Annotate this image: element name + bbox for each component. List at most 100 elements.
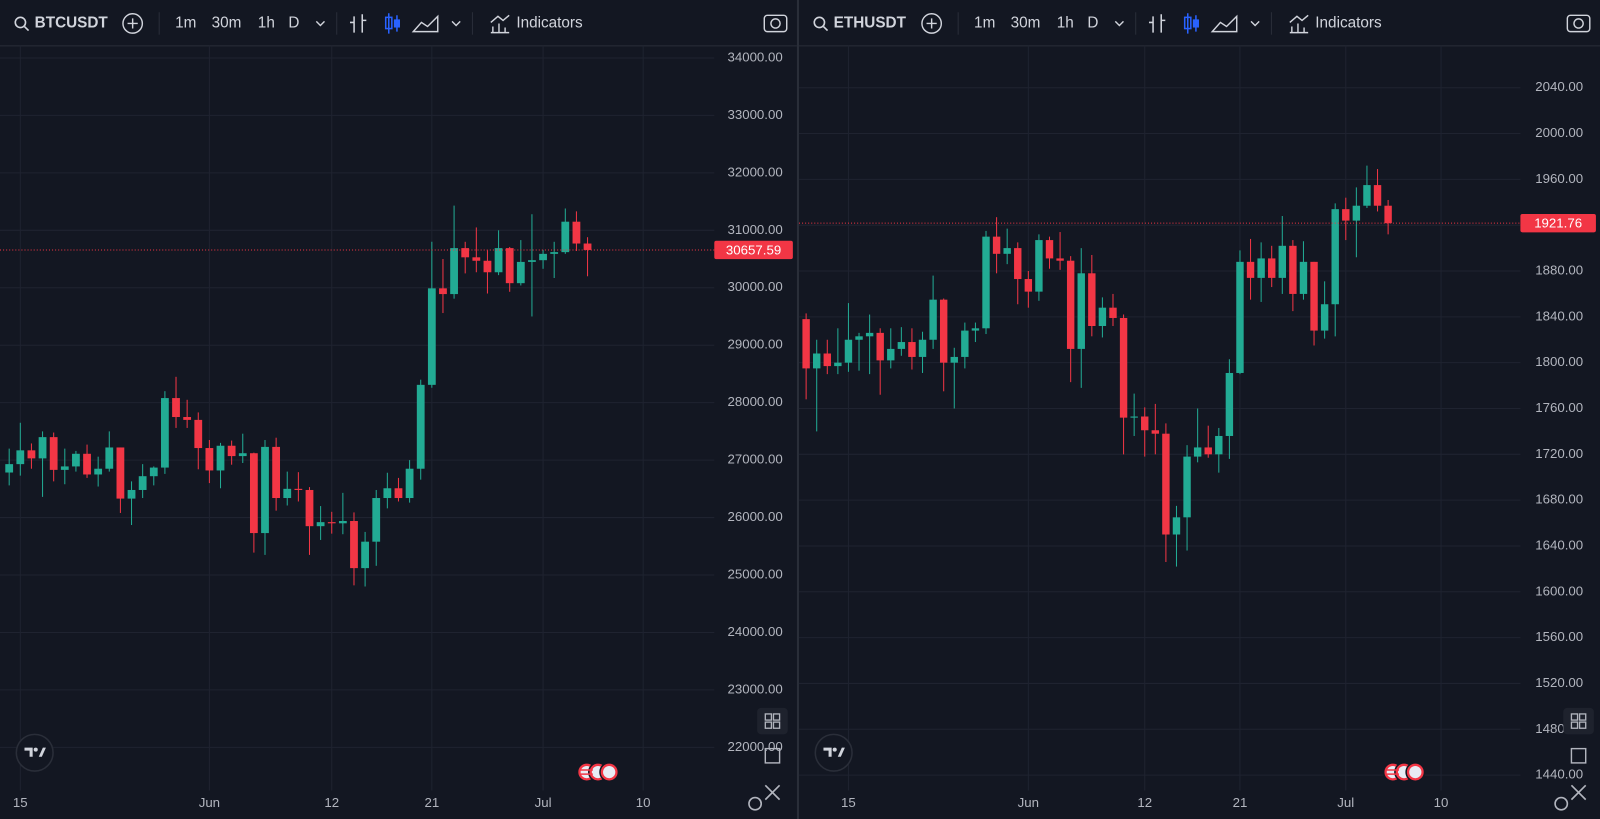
candle-body <box>1215 435 1223 455</box>
layout-icon <box>764 721 773 729</box>
candle-body <box>583 243 592 250</box>
candle-body <box>971 328 980 331</box>
search-icon <box>822 25 829 32</box>
candle-body <box>483 260 492 273</box>
y-tick-label: 1960.00 <box>1535 171 1583 186</box>
style-dropdown[interactable] <box>1250 20 1260 27</box>
candle-body <box>1162 433 1170 535</box>
symbol-name[interactable]: BTCUSDT <box>35 15 109 32</box>
close-button[interactable] <box>764 784 781 801</box>
candle-body <box>1268 258 1276 278</box>
symbol-name[interactable]: ETHUSDT <box>834 15 907 32</box>
y-tick-label: 26000.00 <box>727 509 782 524</box>
indicators-icon <box>490 14 510 34</box>
bar-style-icon[interactable] <box>1148 14 1166 33</box>
y-tick-label: 1640.00 <box>1535 537 1583 552</box>
candle-body <box>249 453 258 534</box>
candle-body <box>227 445 236 457</box>
candle-body <box>383 488 392 499</box>
candle-body <box>528 260 536 262</box>
area-style-icon[interactable] <box>411 14 439 33</box>
y-tick-label: 1880.00 <box>1535 263 1583 278</box>
last-price-label: 30657.59 <box>726 243 781 258</box>
interval-button[interactable]: D <box>288 15 299 32</box>
layout-button[interactable] <box>1563 707 1594 735</box>
candle-body <box>918 339 927 357</box>
candle-body <box>327 522 336 524</box>
interval-button[interactable]: 1h <box>1057 15 1074 32</box>
copy-button[interactable] <box>1570 747 1587 764</box>
close-button[interactable] <box>1570 784 1587 801</box>
y-tick-label: 1600.00 <box>1535 583 1583 598</box>
interval-dropdown[interactable] <box>1114 20 1124 27</box>
logo-dot <box>33 747 38 752</box>
layout-icon <box>1570 713 1579 721</box>
settings-button[interactable] <box>1554 796 1569 811</box>
candle-body <box>1014 248 1022 280</box>
x-tick-label: 10 <box>1434 795 1449 810</box>
interval-dropdown[interactable] <box>315 20 325 27</box>
interval-button[interactable]: 30m <box>212 15 242 32</box>
interval-button[interactable]: 1m <box>175 15 196 32</box>
logo <box>15 733 54 772</box>
candle-body <box>60 466 69 470</box>
event-flag-stripes <box>1386 769 1399 775</box>
copy-button[interactable] <box>764 747 781 764</box>
candle-body <box>865 332 874 337</box>
logo-mark <box>24 747 46 757</box>
x-tick-label: 15 <box>841 795 856 810</box>
interval-button[interactable]: 1m <box>974 15 995 32</box>
candle-body <box>405 468 414 499</box>
interval-button[interactable]: D <box>1087 15 1098 32</box>
candle-body <box>1320 304 1329 331</box>
layout-button[interactable] <box>757 707 788 735</box>
candle-body <box>272 446 281 499</box>
settings-button[interactable] <box>748 796 763 811</box>
y-tick-label: 1720.00 <box>1535 446 1583 461</box>
candle-body <box>1342 209 1350 221</box>
compare-plus <box>926 18 937 29</box>
logo-dot <box>832 747 837 752</box>
style-dropdown[interactable] <box>451 20 461 27</box>
interval-button[interactable]: 1h <box>258 15 275 32</box>
y-tick-label: 2000.00 <box>1535 125 1583 140</box>
candle-body <box>1278 245 1286 278</box>
candle-body <box>1363 185 1371 206</box>
x-tick-label: Jul <box>1337 795 1354 810</box>
indicators-button[interactable]: Indicators <box>1315 15 1382 32</box>
bar-style-icon[interactable] <box>350 14 367 33</box>
last-price-label: 1921.76 <box>1534 216 1582 231</box>
candle-body <box>183 417 192 420</box>
candle-body <box>1045 240 1054 259</box>
candle-body <box>813 353 821 369</box>
candle-body <box>350 521 358 569</box>
candle-body <box>1236 261 1244 373</box>
compare-button[interactable] <box>921 13 943 34</box>
indicators-button[interactable]: Indicators <box>516 15 583 32</box>
area-style-icon[interactable] <box>1210 14 1238 33</box>
x-tick-label: 12 <box>1137 795 1152 810</box>
candle-body <box>238 453 247 457</box>
y-tick-label: 30000.00 <box>727 279 782 294</box>
candle-body <box>1310 261 1318 331</box>
y-tick-label: 1760.00 <box>1535 400 1583 415</box>
snapshot-button[interactable] <box>1566 14 1591 33</box>
interval-button[interactable]: 30m <box>1011 15 1041 32</box>
candle-body <box>550 252 559 254</box>
candle-body <box>802 319 810 369</box>
candle-body <box>1077 273 1085 349</box>
candle-body <box>416 384 425 469</box>
candle-body <box>939 299 948 363</box>
candle-body <box>1130 416 1138 418</box>
y-tick-label: 23000.00 <box>727 681 782 696</box>
candle-body <box>338 521 347 524</box>
snapshot-button[interactable] <box>763 14 788 33</box>
compare-button[interactable] <box>122 13 144 34</box>
candle-body <box>1204 447 1212 455</box>
candle-body <box>1384 205 1392 224</box>
candle-body <box>908 342 916 357</box>
candle-body <box>539 253 547 261</box>
candle-body <box>1289 245 1297 294</box>
candle-body <box>1141 416 1149 431</box>
